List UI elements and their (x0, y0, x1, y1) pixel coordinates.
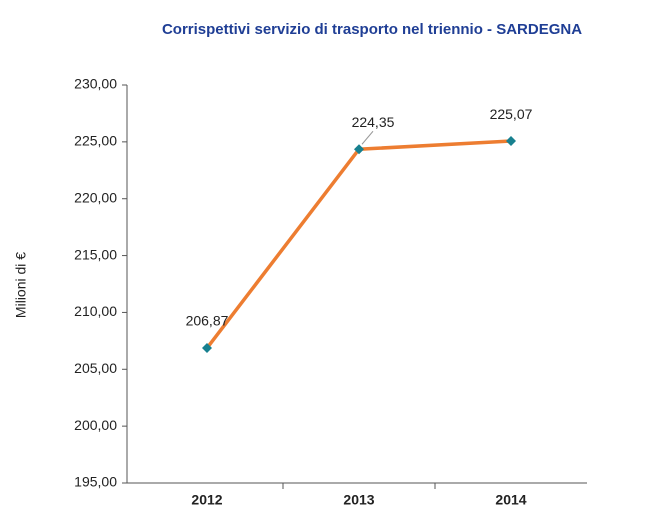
y-tick-label: 225,00 (74, 133, 117, 149)
y-tick-label: 220,00 (74, 189, 117, 205)
chart-title: Corrispettivi servizio di trasporto nel … (162, 21, 582, 38)
data-label: 225,07 (490, 106, 533, 122)
data-label: 206,87 (186, 313, 229, 329)
y-tick-label: 210,00 (74, 303, 117, 319)
x-tick-label: 2014 (495, 492, 526, 508)
x-tick-label: 2012 (191, 492, 222, 508)
y-tick-label: 195,00 (74, 474, 117, 490)
y-tick-label: 215,00 (74, 246, 117, 262)
y-tick-label: 200,00 (74, 417, 117, 433)
marker (354, 144, 364, 155)
y-axis-label: Milioni di € (13, 252, 29, 318)
data-label: 224,35 (352, 114, 395, 130)
marker (202, 343, 212, 354)
y-tick-label: 205,00 (74, 360, 117, 376)
line (205, 139, 512, 350)
leader-line (361, 130, 374, 145)
marker (506, 136, 516, 147)
y-tick-label: 230,00 (74, 76, 117, 92)
x-tick-label: 2013 (343, 492, 374, 508)
